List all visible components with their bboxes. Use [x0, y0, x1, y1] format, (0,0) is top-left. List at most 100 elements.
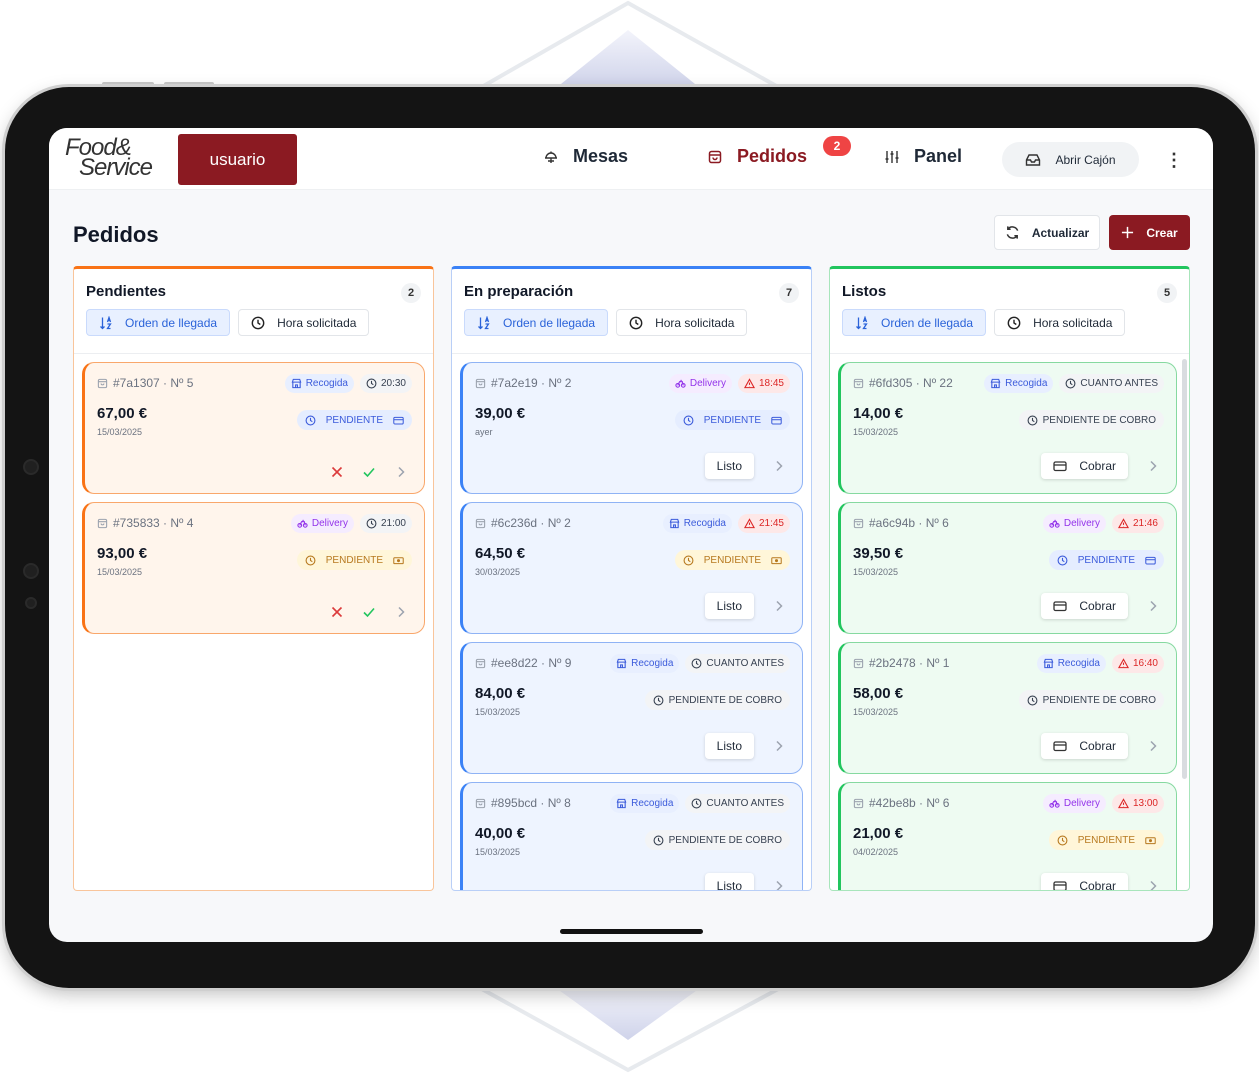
charge-button[interactable]: Cobrar [1041, 733, 1128, 759]
requested-time-badge: 21:46 [1111, 514, 1164, 533]
credit-card-icon [393, 416, 404, 425]
cash-icon [1145, 836, 1156, 844]
order-type-label: Recogida [305, 378, 348, 389]
create-button[interactable]: Crear [1109, 215, 1190, 250]
sort-time-button[interactable]: Hora solicitada [238, 309, 370, 336]
nav-panel[interactable]: Panel [884, 146, 962, 167]
sort-arrival-button[interactable]: Orden de llegada [86, 309, 231, 336]
clock-icon [1065, 378, 1076, 389]
chevron-right-icon[interactable] [394, 605, 408, 619]
ready-button[interactable]: Listo [704, 733, 754, 759]
accept-check-icon[interactable] [362, 465, 376, 479]
nav-pedidos[interactable]: Pedidos [707, 146, 807, 167]
order-card[interactable]: #7a1307 · Nº 5 Recogida 20:30 67,00 € 15… [82, 362, 425, 494]
nav-label: Mesas [573, 146, 629, 166]
sort-label: Orden de llegada [503, 315, 596, 330]
requested-time-badge: CUANTO ANTES [685, 654, 790, 673]
order-card[interactable]: #735833 · Nº 4 Delivery 21:00 93,00 € 15… [82, 502, 425, 634]
order-type-badge: Delivery [1042, 514, 1106, 533]
order-type-badge: Recogida [1036, 654, 1106, 673]
ready-button[interactable]: Listo [704, 453, 754, 479]
order-id: #6c236d · Nº 2 [475, 516, 571, 530]
reject-x-icon[interactable] [330, 605, 344, 619]
user-button[interactable]: usuario [178, 134, 297, 185]
ready-button[interactable]: Listo [704, 593, 754, 619]
reject-x-icon[interactable] [330, 465, 344, 479]
clock-icon [251, 316, 265, 329]
order-id-text: #7a2e19 · Nº 2 [491, 376, 572, 390]
volume-button [102, 82, 154, 87]
payment-status: PENDIENTE [325, 554, 383, 566]
payment-status-badge: PENDIENTE DE COBRO [644, 830, 790, 850]
charge-label: Cobrar [1079, 879, 1116, 891]
shopping-bag-icon [708, 150, 722, 163]
nav-label: Pedidos [737, 146, 808, 166]
chevron-right-icon[interactable] [772, 879, 786, 891]
payment-status: PENDIENTE DE COBRO [1042, 414, 1156, 426]
ready-label: Listo [716, 879, 742, 891]
kebab-menu-icon[interactable]: ⋮ [1165, 150, 1183, 170]
order-card[interactable]: #6fd305 · Nº 22 Recogida CUANTO ANTES 14… [838, 362, 1177, 494]
payment-status-badge: PENDIENTE [674, 410, 790, 430]
sort-arrival-button[interactable]: Orden de llegada [842, 309, 987, 336]
chevron-right-icon[interactable] [772, 599, 786, 613]
order-type-label: Delivery [1063, 518, 1100, 529]
charge-button[interactable]: Cobrar [1041, 873, 1128, 891]
requested-time-badge: CUANTO ANTES [1059, 374, 1164, 393]
sort-label: Hora solicitada [277, 315, 357, 330]
requested-time-badge: 20:30 [359, 374, 412, 393]
sort-label: Orden de llegada [881, 315, 974, 330]
chevron-right-icon[interactable] [1146, 459, 1160, 473]
chevron-right-icon[interactable] [1146, 879, 1160, 891]
accept-check-icon[interactable] [362, 605, 376, 619]
payment-status: PENDIENTE DE COBRO [1042, 694, 1156, 706]
order-card[interactable]: #895bcd · Nº 8 Recogida CUANTO ANTES 40,… [460, 782, 803, 891]
order-card[interactable]: #ee8d22 · Nº 9 Recogida CUANTO ANTES 84,… [460, 642, 803, 774]
nav-mesas[interactable]: Mesas [543, 146, 628, 167]
requested-time: 21:45 [758, 518, 784, 529]
order-type-label: Delivery [311, 518, 348, 529]
order-id: #6fd305 · Nº 22 [853, 376, 953, 390]
clock-icon [691, 798, 702, 809]
sort-az-icon [856, 315, 868, 329]
order-card[interactable]: #7a2e19 · Nº 2 Delivery 18:45 39,00 € ay… [460, 362, 803, 494]
order-date: 04/02/2025 [853, 847, 899, 857]
clock-icon [305, 555, 316, 565]
chevron-right-icon[interactable] [1146, 599, 1160, 613]
requested-time: 20:30 [380, 378, 406, 389]
plus-icon [1122, 226, 1134, 239]
column-header: En preparación 7 Orden de llegada Hora s… [452, 269, 811, 354]
chevron-right-icon[interactable] [1146, 739, 1160, 753]
refresh-button[interactable]: Actualizar [994, 215, 1100, 250]
order-id-text: #42be8b · Nº 6 [869, 796, 950, 810]
order-card[interactable]: #42be8b · Nº 6 Delivery 13:00 21,00 € 04… [838, 782, 1177, 891]
order-type-label: Delivery [689, 378, 726, 389]
sort-arrival-button[interactable]: Orden de llegada [464, 309, 609, 336]
order-id-text: #895bcd · Nº 8 [491, 796, 571, 810]
order-total: 21,00 € [853, 825, 904, 842]
requested-time: CUANTO ANTES [706, 658, 784, 669]
charge-label: Cobrar [1079, 599, 1116, 613]
chevron-right-icon[interactable] [772, 739, 786, 753]
ready-button[interactable]: Listo [704, 873, 754, 891]
credit-card-icon [1145, 556, 1156, 565]
chevron-right-icon[interactable] [772, 459, 786, 473]
order-card[interactable]: #2b2478 · Nº 1 Recogida 16:40 58,00 € 15… [838, 642, 1177, 774]
home-indicator[interactable] [560, 929, 703, 934]
store-icon [990, 378, 1001, 389]
bicycle-icon [297, 519, 308, 528]
order-card[interactable]: #a6c94b · Nº 6 Delivery 21:46 39,50 € 15… [838, 502, 1177, 634]
requested-time: 21:46 [1132, 518, 1158, 529]
chevron-right-icon[interactable] [394, 465, 408, 479]
charge-button[interactable]: Cobrar [1041, 453, 1128, 479]
scrollbar[interactable] [1182, 359, 1187, 779]
create-label: Crear [1146, 225, 1178, 240]
order-date: ayer [475, 427, 493, 437]
sort-time-button[interactable]: Hora solicitada [616, 309, 748, 336]
charge-button[interactable]: Cobrar [1041, 593, 1128, 619]
clock-icon [653, 835, 664, 845]
sort-time-button[interactable]: Hora solicitada [994, 309, 1126, 336]
order-total: 58,00 € [853, 685, 904, 702]
order-card[interactable]: #6c236d · Nº 2 Recogida 21:45 64,50 € 30… [460, 502, 803, 634]
open-drawer-button[interactable]: Abrir Cajón [1002, 142, 1139, 177]
